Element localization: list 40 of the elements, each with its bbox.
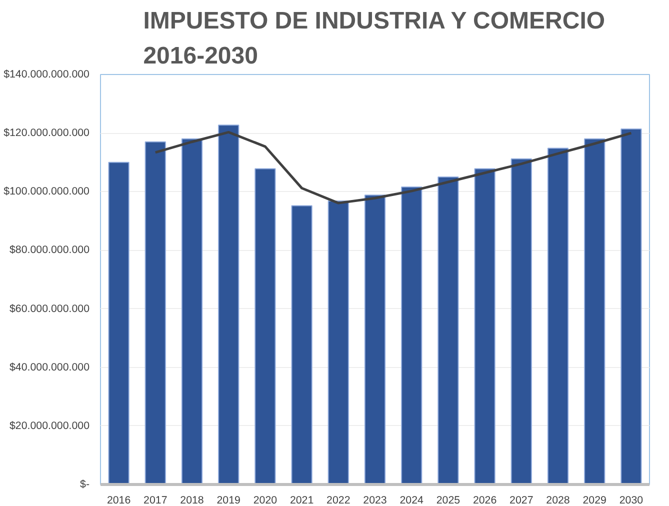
y-tick-label: $120.000.000.000: [4, 127, 90, 140]
x-tick-label: 2017: [144, 494, 168, 506]
y-tick-label: $60.000.000.000: [10, 302, 90, 315]
bar: [181, 138, 203, 484]
x-tick-label: 2021: [290, 494, 314, 506]
chart-title: IMPUESTO DE INDUSTRIA Y COMERCIO 2016-2030: [143, 7, 606, 70]
bar: [254, 168, 276, 484]
x-tick-label: 2026: [472, 494, 497, 506]
y-tick-label: $20.000.000.000: [10, 420, 90, 432]
x-tick-label: 2024: [400, 494, 424, 506]
bar: [474, 168, 496, 484]
bar: [438, 176, 459, 484]
bar: [108, 162, 130, 484]
bar: [584, 138, 606, 484]
y-tick-label: $80.000.000.000: [10, 244, 90, 256]
y-tick-label: $40.000.000.000: [10, 361, 90, 374]
y-tick-label: $100.000.000.000: [4, 186, 90, 198]
line-series: [154, 130, 632, 204]
bar: [364, 194, 386, 484]
bar: [144, 141, 166, 484]
bar: [547, 148, 569, 484]
y-tick-label: $-: [80, 478, 90, 490]
x-tick-label: 2020: [253, 494, 278, 506]
x-tick-label: 2022: [326, 494, 350, 506]
bar: [620, 128, 642, 484]
y-tick-label: $140.000.000.000: [4, 68, 90, 80]
bar: [218, 124, 240, 484]
bar: [401, 186, 422, 484]
bar: [328, 200, 349, 484]
x-tick-label: 2027: [510, 494, 534, 506]
bar: [291, 205, 312, 484]
x-tick-label: 2029: [582, 494, 607, 506]
x-tick-label: 2018: [180, 494, 204, 506]
x-tick-label: 2016: [106, 494, 131, 506]
x-tick-label: 2028: [546, 494, 570, 506]
x-tick-label: 2025: [436, 494, 460, 506]
bar: [510, 158, 532, 484]
x-tick-label: 2030: [619, 494, 644, 506]
x-tick-label: 2023: [363, 494, 387, 506]
x-tick-label: 2019: [216, 494, 241, 506]
